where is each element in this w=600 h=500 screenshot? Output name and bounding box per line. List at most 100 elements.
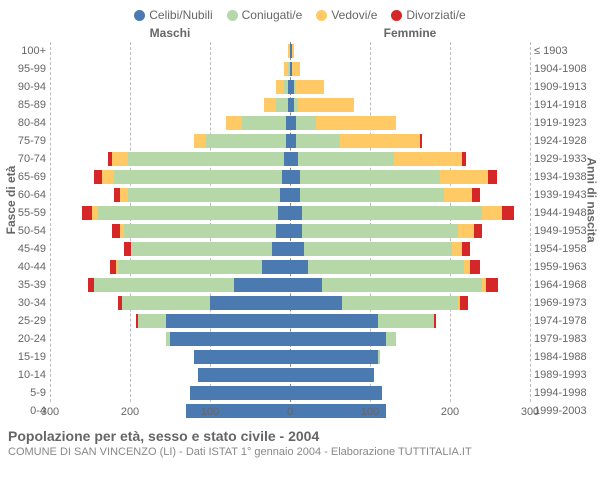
- bar-segment-con: [138, 314, 166, 328]
- birth-year-label: 1969-1973: [534, 294, 587, 312]
- birth-year-label: 1949-1953: [534, 222, 587, 240]
- bar-segment-div: [502, 206, 514, 220]
- age-label: 95-99: [18, 60, 46, 78]
- bar-segment-con: [342, 296, 458, 310]
- population-pyramid-chart: Celibi/Nubili Coniugati/e Vedovi/e Divorzia…: [0, 0, 600, 500]
- female-bar: [290, 332, 396, 346]
- female-bar: [290, 350, 380, 364]
- age-label: 55-59: [18, 204, 46, 222]
- birth-year-label: 1909-1913: [534, 78, 587, 96]
- bar-row: [50, 314, 530, 328]
- bar-segment-div: [82, 206, 92, 220]
- bar-segment-div: [434, 314, 436, 328]
- x-tick: 300: [521, 406, 539, 418]
- legend-item: Coniugati/e: [227, 8, 303, 22]
- female-bar: [290, 314, 436, 328]
- x-axis: 3002001000100200300: [0, 406, 600, 422]
- male-bar: [88, 278, 290, 292]
- legend-label: Vedovi/e: [331, 8, 377, 22]
- chart-footer: Popolazione per età, sesso e stato civil…: [0, 422, 600, 458]
- x-tick: 100: [361, 406, 379, 418]
- bar-segment-cel: [278, 206, 290, 220]
- bar-row: [50, 188, 530, 202]
- male-bar: [166, 332, 290, 346]
- x-tick: 100: [201, 406, 219, 418]
- bar-segment-con: [122, 296, 210, 310]
- bar-row: [50, 260, 530, 274]
- male-bar: [118, 296, 290, 310]
- bar-segment-con: [300, 188, 444, 202]
- bar-segment-cel: [280, 188, 290, 202]
- bar-segment-cel: [290, 332, 386, 346]
- bar-segment-cel: [234, 278, 290, 292]
- male-bar: [198, 368, 290, 382]
- female-bar: [290, 242, 470, 256]
- bar-segment-con: [128, 188, 280, 202]
- age-label: 60-64: [18, 186, 46, 204]
- bar-segment-cel: [198, 368, 290, 382]
- birth-year-axis: ≤ 19031904-19081909-19131914-19181919-19…: [530, 42, 600, 420]
- gridline: [450, 42, 451, 402]
- legend-item: Vedovi/e: [316, 8, 377, 22]
- legend-dot: [227, 10, 238, 21]
- legend-label: Coniugati/e: [242, 8, 303, 22]
- bar-segment-con: [206, 134, 286, 148]
- bar-segment-div: [112, 224, 120, 238]
- birth-year-label: 1989-1993: [534, 366, 587, 384]
- birth-year-label: 1924-1928: [534, 132, 587, 150]
- bar-segment-con: [302, 206, 482, 220]
- bar-segment-div: [474, 224, 482, 238]
- birth-year-label: 1919-1923: [534, 114, 587, 132]
- bar-row: [50, 134, 530, 148]
- bar-segment-div: [472, 188, 480, 202]
- bar-segment-ved: [292, 44, 294, 58]
- birth-year-label: 1944-1948: [534, 204, 587, 222]
- bar-row: [50, 116, 530, 130]
- age-label: 5-9: [30, 384, 46, 402]
- bar-segment-ved: [452, 242, 462, 256]
- bar-segment-ved: [264, 98, 276, 112]
- legend-label: Divorziati/e: [406, 8, 465, 22]
- bar-segment-con: [378, 314, 434, 328]
- bar-segment-con: [296, 134, 340, 148]
- bar-segment-ved: [194, 134, 206, 148]
- bar-segment-cel: [262, 260, 290, 274]
- x-tick: 200: [441, 406, 459, 418]
- bar-segment-cel: [290, 350, 378, 364]
- gridline: [130, 42, 131, 402]
- chart-subtitle: COMUNE DI SAN VINCENZO (LI) - Dati ISTAT…: [8, 446, 592, 458]
- bar-segment-con: [298, 152, 394, 166]
- bar-segment-div: [460, 296, 468, 310]
- legend-item: Celibi/Nubili: [134, 8, 212, 22]
- bar-segment-ved: [458, 224, 474, 238]
- bar-segment-ved: [120, 188, 128, 202]
- bar-segment-con: [296, 116, 316, 130]
- bar-segment-cel: [290, 242, 304, 256]
- bar-segment-cel: [290, 152, 298, 166]
- gridline: [370, 42, 371, 402]
- female-bar: [290, 206, 514, 220]
- birth-year-label: 1934-1938: [534, 168, 587, 186]
- age-label: 90-94: [18, 78, 46, 96]
- bar-row: [50, 170, 530, 184]
- bar-segment-cel: [290, 296, 342, 310]
- bar-segment-con: [118, 260, 262, 274]
- bar-segment-ved: [276, 80, 284, 94]
- female-bar: [290, 278, 498, 292]
- male-bar: [108, 152, 290, 166]
- bar-segment-div: [488, 170, 498, 184]
- bar-row: [50, 80, 530, 94]
- bar-row: [50, 62, 530, 76]
- bar-segment-con: [128, 152, 284, 166]
- bar-segment-con: [304, 242, 452, 256]
- bar-segment-cel: [290, 368, 374, 382]
- age-label: 45-49: [18, 240, 46, 258]
- female-bar: [290, 98, 354, 112]
- female-bar: [290, 386, 382, 400]
- bar-segment-ved: [340, 134, 420, 148]
- bar-segment-cel: [290, 188, 300, 202]
- male-bar: [112, 224, 290, 238]
- legend-item: Divorziati/e: [391, 8, 465, 22]
- chart-title: Popolazione per età, sesso e stato civil…: [8, 428, 592, 444]
- bar-segment-cel: [272, 242, 290, 256]
